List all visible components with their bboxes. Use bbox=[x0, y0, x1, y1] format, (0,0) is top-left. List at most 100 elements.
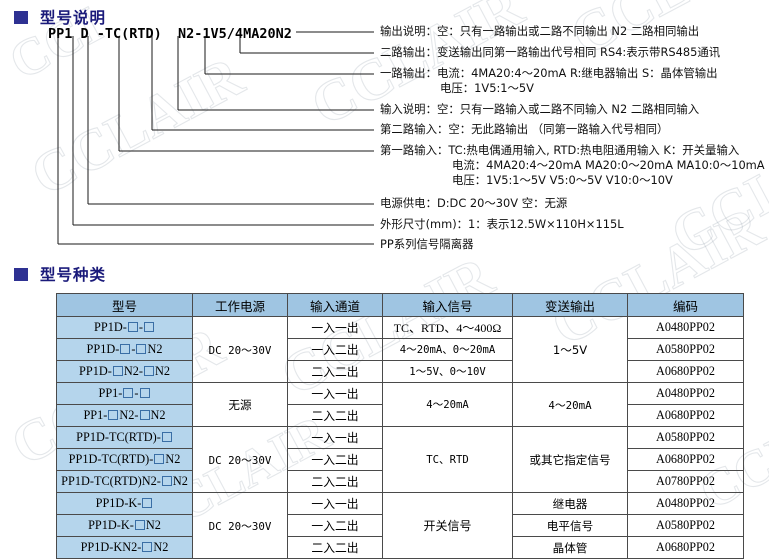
cell-code: A0580PP02 bbox=[627, 426, 744, 449]
cell-channel: 一入一出 bbox=[287, 492, 383, 515]
cell-channel: 二入二出 bbox=[287, 536, 383, 559]
cell-code: A0680PP02 bbox=[627, 448, 744, 471]
table-row: PP1D-K- DC 20～30V 一入一出 开关信号 继电器 A0480PP0… bbox=[56, 492, 744, 559]
cell-model: PP1D-K- bbox=[56, 492, 193, 515]
label-first-input: 第一路输入：TC:热电偶通用输入, RTD:热电阻通用输入 K：开关量输入 电流… bbox=[380, 143, 765, 187]
label-second-input: 第二路输入：空：无此路输出 （同第一路输入代号相同） bbox=[380, 122, 669, 136]
cell-output: 晶体管 bbox=[512, 536, 628, 559]
placeholder-box-icon bbox=[123, 388, 134, 398]
table-row: PP1D-KN2- N2 二入二出 晶体管 A0680PP02 bbox=[56, 536, 744, 559]
table-row: PP1D- - DC 20～30V 一入一出 TC、RTD、4～400Ω 1～5V… bbox=[56, 316, 744, 383]
placeholder-box-icon bbox=[142, 498, 153, 508]
cell-output: 继电器 bbox=[512, 492, 628, 515]
cell-channel: 二入二出 bbox=[287, 404, 383, 427]
placeholder-box-icon bbox=[142, 542, 153, 552]
section-title: 型号说明 bbox=[40, 9, 107, 27]
cell-signal: TC、RTD bbox=[382, 426, 513, 493]
col-header-output: 变送输出 bbox=[512, 293, 628, 317]
cell-code: A0680PP02 bbox=[627, 404, 744, 427]
col-header-channel: 输入通道 bbox=[287, 293, 383, 317]
cell-channel: 二入二出 bbox=[287, 470, 383, 493]
cell-code: A0680PP02 bbox=[627, 536, 744, 559]
table-header-row: 型号 工作电源 输入通道 输入信号 变送输出 编码 bbox=[56, 293, 744, 317]
placeholder-box-icon bbox=[127, 322, 138, 332]
cell-code: A0480PP02 bbox=[627, 316, 744, 339]
label-first-output: 一路输出：电流：4MA20:4～20mA R:继电器输出 S：晶体管输出 电压：… bbox=[380, 66, 718, 95]
label-input-note: 输入说明：空：只有一路输入或二路不同输入 N2 二路相同输入 bbox=[380, 102, 700, 116]
cell-signal: 开关信号 bbox=[382, 492, 513, 559]
placeholder-box-icon bbox=[120, 344, 131, 354]
cell-channel: 一入二出 bbox=[287, 448, 383, 471]
cell-channel: 一入一出 bbox=[287, 426, 383, 449]
cell-model: PP1D-KN2- N2 bbox=[56, 536, 193, 559]
cell-power: DC 20～30V bbox=[192, 426, 288, 493]
table-row: PP1D-TC(RTD)- N2 一入二出 A0680PP02 bbox=[56, 448, 744, 471]
section-bullet-icon bbox=[14, 10, 28, 24]
cell-model: PP1D- N2- N2 bbox=[56, 360, 193, 383]
model-text: PP1D-KN2- N2 bbox=[80, 540, 169, 554]
col-header-code: 编码 bbox=[627, 293, 744, 317]
cell-channel: 二入二出 bbox=[287, 360, 383, 383]
table-row: PP1D- N2- N2 二入二出 1～5V、0～10V A0680PP02 bbox=[56, 360, 744, 383]
cell-code: A0480PP02 bbox=[627, 492, 744, 515]
cell-signal: TC、RTD、4～400Ω bbox=[382, 316, 513, 339]
leader-lines-diagram bbox=[57, 31, 374, 245]
label-second-output: 二路输出：变送输出同第一路输出代号相同 RS4:表示带RS485通讯 bbox=[380, 45, 721, 59]
model-text: PP1- - bbox=[98, 386, 150, 400]
model-text: PP1- N2- N2 bbox=[83, 408, 166, 422]
model-text: PP1D-K- bbox=[96, 496, 154, 510]
cell-model: PP1D-TC(RTD)- bbox=[56, 426, 193, 449]
cell-code: A0480PP02 bbox=[627, 382, 744, 405]
cell-model: PP1D-TC(RTD)- N2 bbox=[56, 448, 193, 471]
cell-code: A0580PP02 bbox=[627, 338, 744, 361]
cell-code: A0680PP02 bbox=[627, 360, 744, 383]
table-row: PP1- - 无源 一入一出 4～20mA 4～20mA A0480PP02 bbox=[56, 382, 744, 427]
label-output-note: 输出说明：空：只有一路输出或二路不同输出 N2 二路相同输出 bbox=[380, 24, 700, 38]
placeholder-box-icon bbox=[143, 366, 154, 376]
cell-channel: 一入二出 bbox=[287, 514, 383, 537]
placeholder-box-icon bbox=[143, 322, 154, 332]
model-text: PP1D- N2- N2 bbox=[79, 364, 170, 378]
placeholder-box-icon bbox=[112, 366, 123, 376]
cell-code: A0580PP02 bbox=[627, 514, 744, 537]
cell-channel: 一入一出 bbox=[287, 382, 383, 405]
cell-channel: 一入一出 bbox=[287, 316, 383, 339]
table-body: PP1D- - DC 20～30V 一入一出 TC、RTD、4～400Ω 1～5V… bbox=[56, 316, 744, 559]
model-text: PP1D-TC(RTD)- bbox=[76, 430, 173, 444]
cell-model: PP1D- - N2 bbox=[56, 338, 193, 361]
cell-signal: 1～5V、0～10V bbox=[382, 360, 513, 383]
model-text: PP1D- - bbox=[94, 320, 155, 334]
cell-power: DC 20～30V bbox=[192, 316, 288, 383]
table-row: PP1D- - N2 一入二出 4～20mA、0～20mA A0580PP02 bbox=[56, 338, 744, 361]
cell-code: A0780PP02 bbox=[627, 470, 744, 493]
placeholder-box-icon bbox=[161, 432, 172, 442]
model-types-table: 型号 工作电源 输入通道 输入信号 变送输出 编码 PP1D- - DC 20～3… bbox=[56, 293, 744, 559]
placeholder-box-icon bbox=[108, 410, 119, 420]
cell-model: PP1D-K- N2 bbox=[56, 514, 193, 537]
label-series-name: PP系列信号隔离器 bbox=[380, 237, 474, 251]
placeholder-box-icon bbox=[139, 410, 150, 420]
model-text: PP1D-TC(RTD)- N2 bbox=[68, 452, 181, 466]
col-header-power: 工作电源 bbox=[192, 293, 288, 317]
cell-signal: 4～20mA、0～20mA bbox=[382, 338, 513, 361]
model-code-string: PP1 D -TC(RTD) N2-1V5/4MA20N2 bbox=[48, 26, 292, 42]
table-row: PP1D-TC(RTD)- DC 20～30V 一入一出 TC、RTD 或其它指… bbox=[56, 426, 744, 493]
cell-model: PP1D- - bbox=[56, 316, 193, 339]
section-title: 型号种类 bbox=[40, 266, 107, 284]
model-text: PP1D- - N2 bbox=[86, 342, 163, 356]
section-header-model-explanation: 型号说明 bbox=[14, 6, 106, 28]
cell-output: 电平信号 bbox=[512, 514, 628, 537]
section-header-model-types: 型号种类 bbox=[14, 263, 106, 285]
placeholder-box-icon bbox=[161, 476, 172, 486]
label-power-supply: 电源供电：D:DC 20～30V 空：无源 bbox=[380, 196, 568, 210]
cell-output: 1～5V bbox=[512, 316, 628, 383]
placeholder-box-icon bbox=[154, 454, 165, 464]
section-bullet-icon bbox=[14, 267, 28, 281]
cell-model: PP1- N2- N2 bbox=[56, 404, 193, 427]
cell-output: 4～20mA bbox=[512, 382, 628, 427]
placeholder-box-icon bbox=[139, 388, 150, 398]
col-header-model: 型号 bbox=[56, 293, 193, 317]
model-text: PP1D-TC(RTD)N2- N2 bbox=[61, 474, 188, 488]
cell-model: PP1- - bbox=[56, 382, 193, 405]
col-header-signal: 输入信号 bbox=[382, 293, 513, 317]
